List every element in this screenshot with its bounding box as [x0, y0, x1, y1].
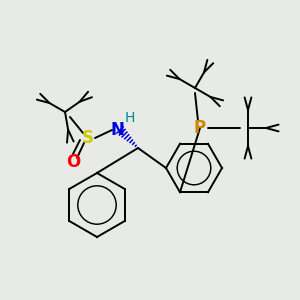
Text: H: H	[125, 111, 135, 125]
Text: O: O	[66, 153, 80, 171]
Text: N: N	[110, 121, 124, 139]
Text: S: S	[82, 129, 94, 147]
Text: P: P	[194, 119, 206, 137]
